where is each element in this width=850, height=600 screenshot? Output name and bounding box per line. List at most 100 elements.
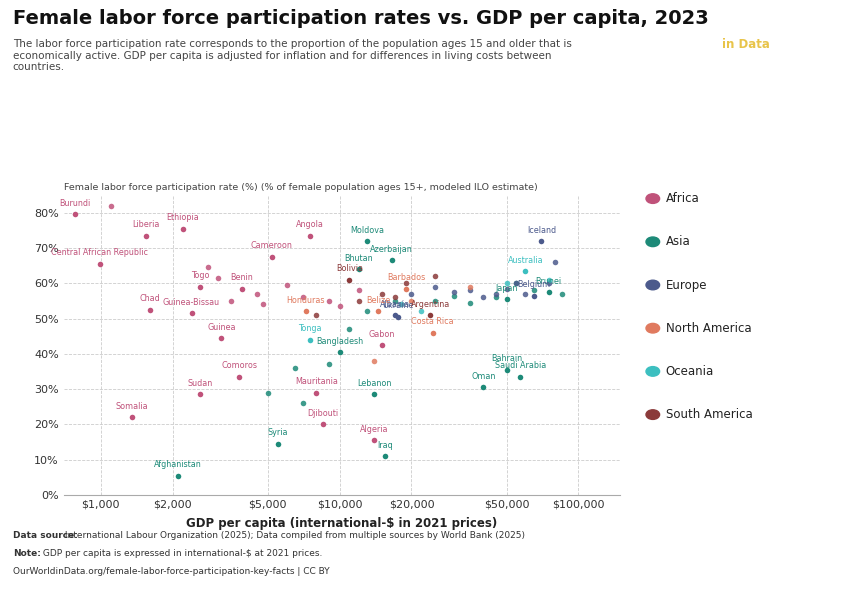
Text: Iraq: Iraq (377, 441, 393, 450)
Text: Togo: Togo (190, 271, 209, 280)
Point (477, 293, 490, 302)
Point (368, 389, 382, 399)
Text: North America: North America (666, 322, 751, 335)
Point (298, 307, 312, 316)
Point (184, 308, 198, 318)
Point (296, 398, 309, 408)
Point (423, 310, 437, 320)
Point (375, 340, 388, 350)
Point (212, 273, 225, 283)
Text: Oman: Oman (471, 372, 496, 381)
Point (265, 252, 279, 262)
Point (322, 296, 336, 305)
Text: Oceania: Oceania (666, 365, 714, 378)
Point (428, 282, 441, 292)
Point (428, 271, 441, 281)
Point (360, 307, 374, 316)
Point (527, 291, 541, 301)
Text: Djibouti: Djibouti (307, 409, 338, 418)
Point (368, 436, 382, 445)
Point (510, 278, 524, 288)
Point (462, 286, 476, 295)
Text: Lebanon: Lebanon (357, 379, 392, 388)
Point (388, 310, 401, 320)
Text: Bahrain: Bahrain (491, 355, 522, 364)
Text: Tonga: Tonga (298, 325, 321, 334)
Point (477, 383, 490, 392)
Text: Bhutan: Bhutan (344, 254, 373, 263)
Text: Guinea-Bissau: Guinea-Bissau (163, 298, 220, 307)
Point (214, 333, 228, 343)
Point (541, 278, 555, 288)
Point (489, 289, 502, 299)
Point (303, 231, 316, 241)
Point (309, 388, 323, 397)
Text: Brunei: Brunei (536, 277, 562, 286)
Point (193, 389, 207, 399)
Point (235, 284, 249, 293)
Text: Cameroon: Cameroon (251, 241, 292, 250)
Point (280, 280, 293, 290)
Point (388, 296, 401, 305)
Text: The labor force participation rate corresponds to the proportion of the populati: The labor force participation rate corre… (13, 39, 571, 72)
Point (368, 356, 382, 365)
Text: Angola: Angola (296, 220, 324, 229)
Text: Liberia: Liberia (133, 220, 160, 229)
Point (405, 296, 418, 305)
Point (462, 298, 476, 307)
Text: Azerbaijan: Azerbaijan (370, 245, 413, 254)
Point (371, 307, 385, 316)
Point (125, 413, 139, 422)
Point (541, 275, 555, 284)
Text: Gabon: Gabon (368, 329, 395, 338)
Point (500, 278, 513, 288)
Point (261, 388, 275, 397)
Text: in Data: in Data (722, 38, 770, 51)
Point (271, 439, 285, 449)
Text: Chad: Chad (139, 295, 160, 304)
Text: Sudan: Sudan (187, 379, 212, 388)
Point (391, 312, 405, 322)
Point (535, 236, 548, 245)
Point (176, 224, 190, 233)
Point (513, 372, 527, 382)
Point (143, 305, 156, 314)
Text: Moldova: Moldova (350, 226, 384, 235)
Point (447, 287, 461, 297)
Point (400, 284, 413, 293)
Text: Argentina: Argentina (411, 299, 450, 308)
Point (343, 275, 356, 284)
Text: Female labor force participation rate (%) (% of female population ages 15+, mode: Female labor force participation rate (%… (64, 183, 537, 192)
Point (400, 278, 413, 288)
Point (555, 289, 569, 299)
Text: Our World: Our World (712, 21, 779, 34)
Text: South America: South America (666, 408, 752, 421)
Point (343, 325, 356, 334)
Point (309, 310, 323, 320)
Point (333, 347, 347, 357)
Text: GDP per capita is expressed in international-$ at 2021 prices.: GDP per capita is expressed in internati… (40, 549, 322, 558)
Point (316, 419, 330, 429)
Point (322, 359, 336, 369)
Point (333, 301, 347, 311)
Point (139, 231, 153, 241)
Text: Female labor force participation rates vs. GDP per capita, 2023: Female labor force participation rates v… (13, 9, 709, 28)
Point (171, 471, 184, 481)
Text: Belgium: Belgium (517, 280, 550, 289)
Text: Saudi Arabia: Saudi Arabia (495, 361, 546, 370)
Point (518, 289, 532, 299)
Point (193, 282, 207, 292)
Point (378, 451, 392, 461)
Text: Europe: Europe (666, 278, 707, 292)
Point (394, 299, 407, 309)
Text: Belize: Belize (366, 296, 390, 305)
Text: Algeria: Algeria (360, 425, 388, 434)
Point (388, 293, 401, 302)
Point (375, 289, 388, 299)
Text: Ethiopia: Ethiopia (166, 213, 199, 222)
Point (428, 296, 441, 305)
Text: Iceland: Iceland (527, 226, 556, 235)
Point (510, 278, 524, 288)
Text: Honduras: Honduras (286, 296, 325, 305)
Text: Barbados: Barbados (387, 273, 425, 282)
